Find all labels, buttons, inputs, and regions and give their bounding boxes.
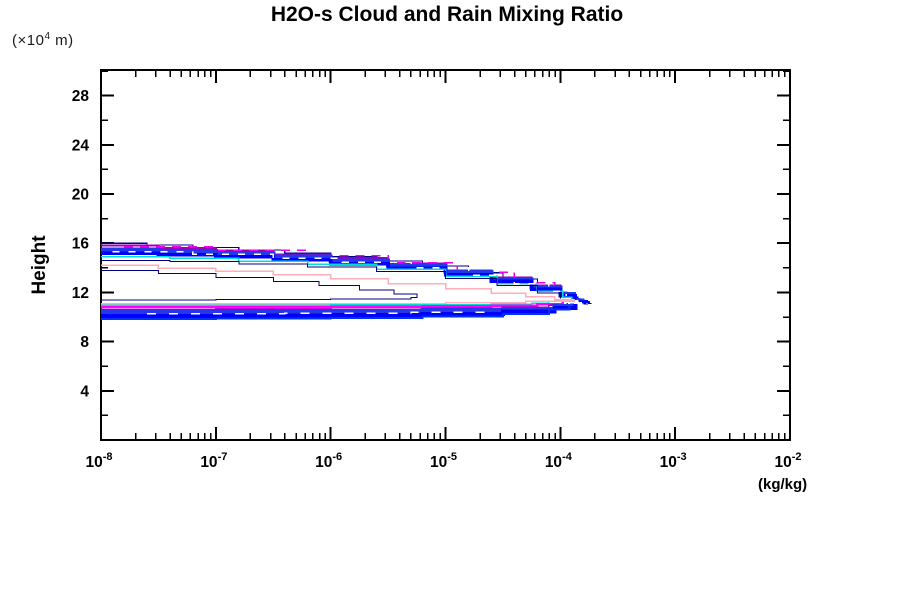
contour-line-lower-white-texture bbox=[146, 310, 492, 315]
contour-line-lower-cyan bbox=[101, 302, 550, 307]
x-tick-label: 10-6 bbox=[315, 451, 342, 471]
contour-line-inner-pink-loop bbox=[101, 264, 575, 305]
x-tick-label: 10-4 bbox=[545, 451, 573, 471]
contour-line-upper-white-texture bbox=[112, 251, 567, 297]
y-unit-close: m) bbox=[50, 32, 74, 49]
contour-line-upper-inner-navy bbox=[101, 259, 561, 299]
y-axis-unit-label: (×104 m) bbox=[12, 31, 74, 49]
y-tick-label: 12 bbox=[72, 285, 89, 302]
contour-line-tip-dash-4 bbox=[583, 303, 592, 305]
x-tick-label: 10-7 bbox=[200, 451, 227, 471]
chart-title: H2O-s Cloud and Rain Mixing Ratio bbox=[270, 3, 624, 26]
x-tick-label: 10-2 bbox=[774, 451, 801, 471]
y-tick-label: 4 bbox=[80, 383, 89, 400]
y-tick-label: 28 bbox=[72, 88, 90, 105]
y-unit-exponent: 4 bbox=[44, 31, 51, 42]
contour-line-lower-outer-blue bbox=[101, 305, 571, 321]
x-tick-label: 10-3 bbox=[660, 451, 687, 471]
contour-line-upper-cyan bbox=[101, 255, 573, 301]
y-tick-label: 8 bbox=[80, 334, 89, 351]
y-tick-label: 24 bbox=[72, 137, 90, 154]
contour-line-tip-dash-2 bbox=[582, 301, 591, 304]
y-unit-open: (×10 bbox=[12, 32, 45, 49]
contour-line-lower-blue bbox=[101, 304, 578, 318]
x-tick-label: 10-8 bbox=[85, 451, 112, 471]
contour-line-lower-magenta bbox=[101, 302, 564, 309]
contour-line-inner-navy-loop bbox=[101, 269, 418, 301]
x-axis-unit-label: (kg/kg) bbox=[758, 476, 808, 493]
x-tick-label: 10-5 bbox=[430, 451, 457, 471]
y-tick-label: 20 bbox=[72, 187, 89, 204]
y-tick-label: 16 bbox=[72, 236, 90, 253]
